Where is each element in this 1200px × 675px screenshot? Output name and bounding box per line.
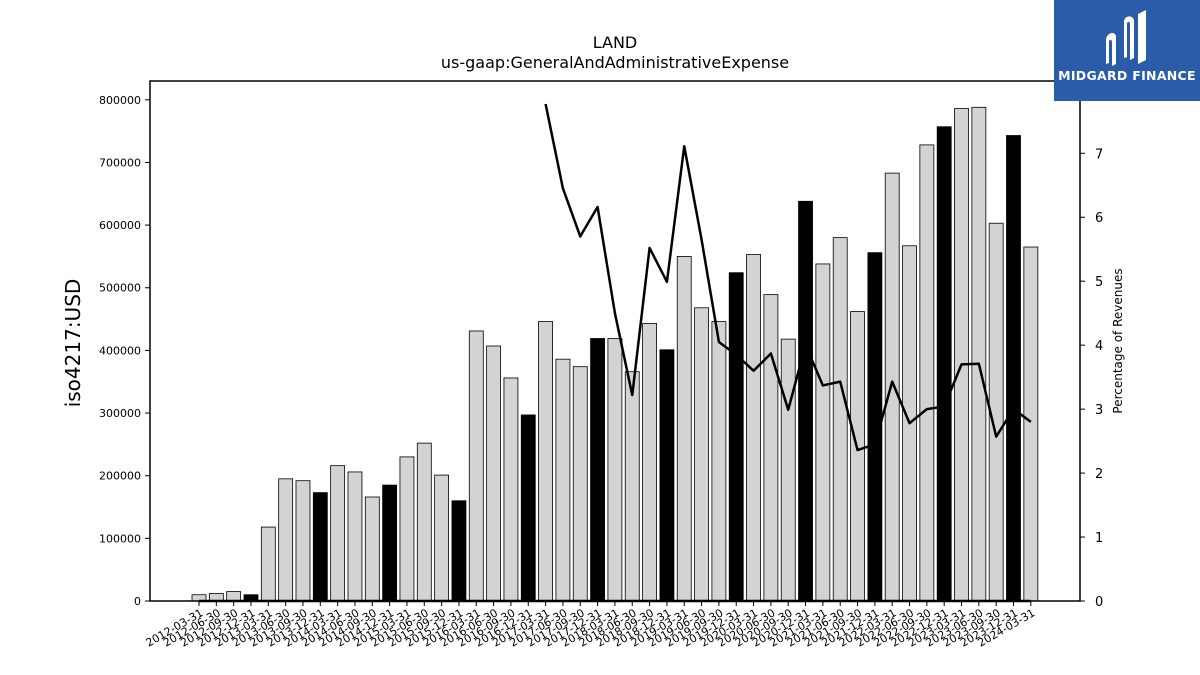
bar bbox=[555, 358, 571, 602]
bar bbox=[572, 366, 588, 602]
bar bbox=[1023, 246, 1039, 602]
bar bbox=[711, 321, 727, 602]
bar bbox=[607, 338, 623, 602]
y2-tick-label: 0 bbox=[1095, 595, 1103, 610]
bar bbox=[590, 338, 605, 602]
bar bbox=[971, 106, 987, 602]
chart-title: LAND bbox=[593, 33, 638, 52]
y2-tick-label: 6 bbox=[1095, 211, 1103, 226]
bar bbox=[798, 200, 813, 602]
y2-tick-label: 7 bbox=[1095, 147, 1103, 162]
bar bbox=[226, 591, 242, 602]
bar bbox=[538, 321, 553, 602]
axes-group: 0 100000 200000 300000 400000 500000 600000 700… bbox=[99, 80, 1103, 650]
y-tick-label: 500000 bbox=[99, 282, 141, 295]
bar bbox=[780, 338, 796, 602]
brand-logo: MIDGARD FINANCE bbox=[1054, 0, 1200, 101]
bars-group bbox=[191, 106, 1039, 602]
bar bbox=[520, 414, 536, 602]
bar bbox=[850, 311, 865, 602]
logo-text: MIDGARD FINANCE bbox=[1058, 68, 1196, 83]
bar bbox=[399, 456, 415, 602]
bar bbox=[416, 442, 432, 602]
y-tick-label: 0 bbox=[134, 595, 141, 608]
bar bbox=[434, 474, 450, 602]
y-tick-label: 100000 bbox=[99, 532, 141, 545]
bar bbox=[364, 496, 380, 602]
bar bbox=[832, 237, 848, 602]
chart-subtitle: us-gaap:GeneralAndAdministrativeExpense bbox=[441, 53, 789, 72]
logo-mark-icon bbox=[1106, 10, 1146, 66]
bar bbox=[884, 172, 900, 602]
y2-tick-label: 4 bbox=[1095, 339, 1103, 354]
y2-axis-label: Percentage of Revenues bbox=[1111, 268, 1125, 413]
bar bbox=[451, 500, 467, 602]
bar bbox=[954, 108, 969, 602]
bar bbox=[815, 263, 831, 602]
y-tick-label: 400000 bbox=[99, 344, 141, 357]
bar bbox=[486, 345, 502, 602]
bar bbox=[919, 144, 935, 602]
bar bbox=[382, 484, 398, 602]
y2-tick-label: 1 bbox=[1095, 531, 1103, 546]
bar bbox=[312, 492, 328, 602]
bar bbox=[694, 307, 709, 602]
y-tick-label: 300000 bbox=[99, 407, 141, 420]
bar bbox=[278, 478, 294, 602]
bar bbox=[330, 465, 346, 602]
bar bbox=[763, 294, 779, 602]
bar bbox=[936, 126, 952, 602]
bar bbox=[728, 272, 744, 602]
y2-tick-label: 2 bbox=[1095, 467, 1103, 482]
bar bbox=[260, 526, 276, 602]
bar bbox=[468, 330, 484, 602]
bar bbox=[1006, 135, 1021, 602]
bar bbox=[676, 256, 692, 602]
bar bbox=[347, 471, 363, 602]
y-tick-label: 800000 bbox=[99, 94, 141, 107]
percentage-line bbox=[544, 103, 1032, 452]
y-tick-label: 200000 bbox=[99, 470, 141, 483]
y-tick-label: 700000 bbox=[99, 156, 141, 169]
y-tick-label: 600000 bbox=[99, 219, 141, 232]
bar bbox=[295, 480, 311, 602]
y-axis-label: iso4217:USD bbox=[61, 279, 85, 408]
bar bbox=[642, 323, 657, 602]
y2-tick-label: 3 bbox=[1095, 403, 1103, 418]
bar bbox=[503, 377, 519, 602]
bar bbox=[746, 254, 761, 602]
bar bbox=[624, 371, 640, 602]
y2-tick-label: 5 bbox=[1095, 275, 1103, 290]
bar bbox=[659, 349, 675, 602]
